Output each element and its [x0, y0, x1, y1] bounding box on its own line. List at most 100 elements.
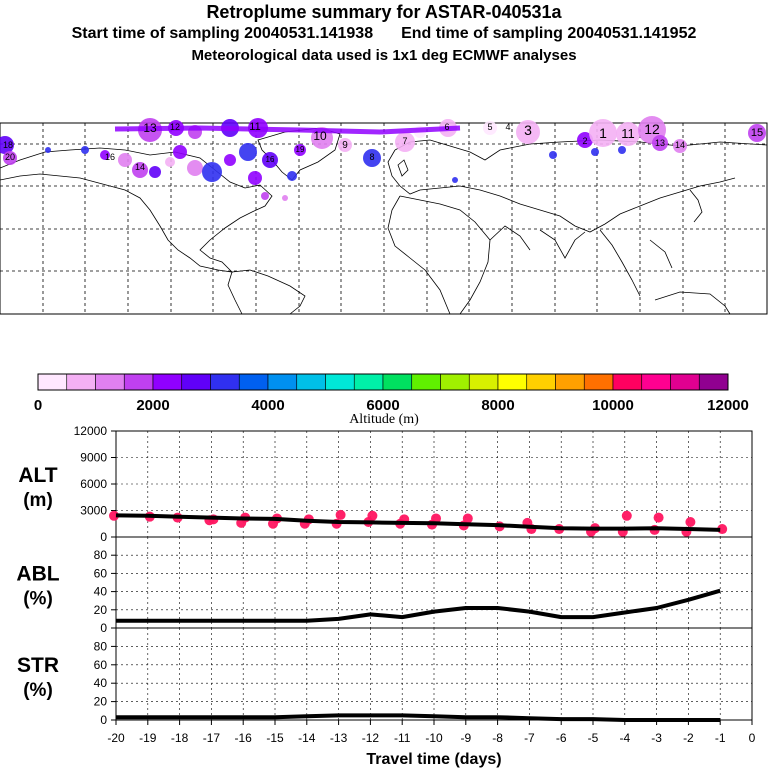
x-tick-label: 0	[749, 731, 756, 745]
plume-marker	[187, 160, 203, 176]
colorbar-tick-label: 4000	[251, 397, 284, 414]
met-data-label: Meteorological data used is 1x1 deg ECMW…	[191, 47, 577, 64]
x-tick-label: -11	[394, 731, 411, 745]
plume-marker	[173, 145, 187, 159]
alt-point	[335, 509, 346, 520]
colorbar-box	[325, 373, 355, 391]
map-label: 5	[487, 122, 492, 132]
map-label: 9	[342, 140, 348, 151]
plume-marker	[287, 171, 297, 181]
map-label: 2	[582, 136, 587, 146]
colorbar-box	[238, 373, 269, 391]
x-tick-label: -1	[715, 731, 726, 745]
plume-marker	[294, 144, 306, 156]
sampling-times: Start time of sampling 20040531.141938 En…	[0, 25, 768, 43]
y-tick-label: 60	[94, 658, 108, 672]
x-tick-label: -3	[651, 731, 662, 745]
map-label: 10	[313, 129, 327, 143]
y-tick-label: 6000	[80, 477, 107, 491]
panel-label: STR	[17, 654, 59, 677]
x-tick-label: -4	[619, 731, 630, 745]
map-label: 13	[655, 138, 665, 148]
x-tick-label: -5	[588, 731, 599, 745]
x-tick-label: -10	[425, 731, 443, 745]
panel-label: ABL	[16, 563, 59, 586]
map-label: 11	[621, 126, 635, 141]
plume-marker	[149, 166, 161, 178]
alt-point	[653, 512, 664, 523]
colorbar-box	[468, 373, 499, 391]
colorbar-box	[66, 373, 96, 391]
y-tick-label: 20	[94, 695, 108, 709]
map-label: 13	[143, 121, 157, 135]
map-label: 14	[675, 140, 685, 150]
x-tick-label: -17	[203, 731, 221, 745]
plume-marker	[748, 124, 766, 142]
colorbar-box	[670, 373, 700, 391]
start-time-label: Start time of sampling 20040531.141938	[71, 25, 374, 42]
map-label: 12	[170, 122, 180, 132]
x-tick-label: -16	[235, 731, 253, 745]
colorbar-box	[37, 373, 68, 391]
colorbar-tick-label: 8000	[481, 397, 514, 414]
time-series-panels: 030006000900012000ALT(m)020406080ABL(%)0…	[16, 424, 755, 768]
map-label: 18	[3, 140, 13, 150]
map-label: 3	[524, 122, 532, 138]
x-tick-label: -15	[266, 731, 284, 745]
panel-label: ALT	[18, 464, 57, 487]
plume-marker	[618, 146, 626, 154]
colorbar-box	[698, 373, 729, 391]
map-label: 16	[105, 152, 115, 162]
x-tick-label: -13	[330, 731, 348, 745]
map-label: 16	[266, 155, 275, 164]
panel-unit-label: (m)	[23, 490, 53, 511]
x-tick-label: -8	[492, 731, 503, 745]
y-tick-label: 0	[100, 621, 107, 635]
colorbar-box	[267, 373, 298, 391]
colorbar-tick-label: 10000	[592, 397, 634, 414]
colorbar-frame	[37, 373, 729, 391]
y-tick-label: 80	[94, 548, 108, 562]
plume-marker	[202, 162, 222, 182]
plume-marker	[239, 143, 257, 161]
colorbar-box	[210, 373, 240, 391]
colorbar-box	[497, 373, 528, 391]
plume-marker	[81, 146, 89, 154]
panel-unit-label: (%)	[23, 589, 53, 610]
map-label: 7	[402, 136, 407, 146]
colorbar-tick-label: 0	[34, 397, 42, 414]
x-tick-label: -19	[139, 731, 157, 745]
colorbar-tick-label: 12000	[707, 397, 749, 414]
y-tick-label: 20	[94, 603, 108, 617]
x-tick-label: -18	[171, 731, 189, 745]
colorbar-box	[641, 373, 671, 391]
colorbar-box	[296, 373, 326, 391]
plume-marker	[452, 177, 458, 183]
x-tick-label: -6	[556, 731, 567, 745]
map-label: 15	[751, 127, 763, 139]
colorbar-title: Altitude (m)	[349, 412, 419, 427]
map-label: 14	[135, 162, 145, 172]
series-line	[116, 588, 721, 623]
map-frame	[0, 122, 768, 315]
colorbar-box	[526, 373, 556, 391]
plume-marker	[363, 149, 381, 167]
plume-marker	[338, 138, 352, 152]
x-tick-label: -9	[460, 731, 471, 745]
alt-point	[621, 510, 632, 521]
colorbar-box	[95, 373, 125, 391]
plume-marker	[0, 136, 14, 154]
y-tick-label: 12000	[74, 424, 108, 438]
series-line	[115, 513, 721, 532]
plume-marker	[549, 151, 557, 159]
plume-marker	[591, 148, 599, 156]
map-label: 11	[249, 121, 260, 133]
y-tick-label: 40	[94, 676, 108, 690]
plume-marker	[673, 139, 687, 153]
y-tick-label: 9000	[80, 451, 107, 465]
map-label: 8	[369, 152, 374, 162]
colorbar-box	[353, 373, 384, 391]
alt-point	[109, 510, 119, 521]
